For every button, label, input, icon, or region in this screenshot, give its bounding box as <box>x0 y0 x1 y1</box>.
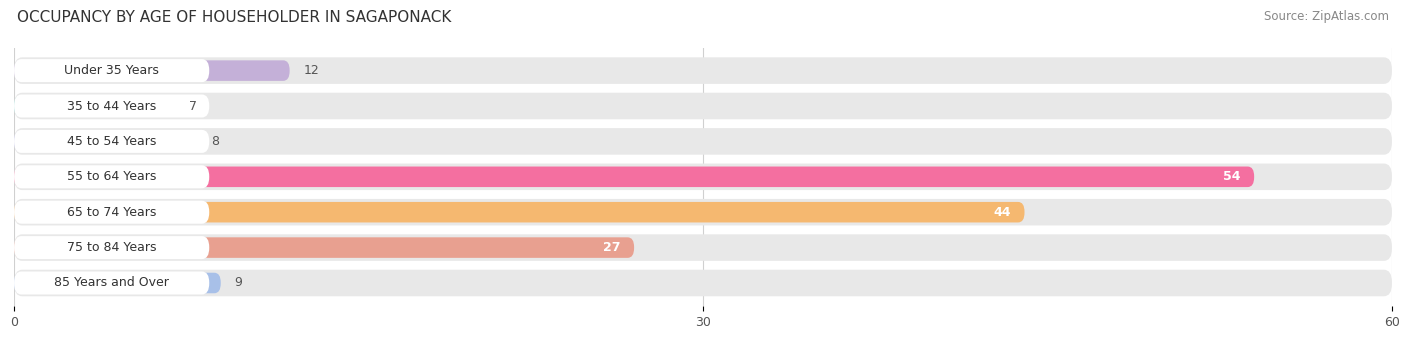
Text: Source: ZipAtlas.com: Source: ZipAtlas.com <box>1264 10 1389 23</box>
FancyBboxPatch shape <box>14 237 634 258</box>
FancyBboxPatch shape <box>14 202 1025 222</box>
Text: OCCUPANCY BY AGE OF HOUSEHOLDER IN SAGAPONACK: OCCUPANCY BY AGE OF HOUSEHOLDER IN SAGAP… <box>17 10 451 25</box>
FancyBboxPatch shape <box>14 131 198 152</box>
FancyBboxPatch shape <box>14 270 1392 296</box>
FancyBboxPatch shape <box>14 96 174 116</box>
Text: 44: 44 <box>993 206 1011 219</box>
Text: 35 to 44 Years: 35 to 44 Years <box>67 100 156 113</box>
Text: 55 to 64 Years: 55 to 64 Years <box>67 170 156 183</box>
Text: 8: 8 <box>211 135 219 148</box>
FancyBboxPatch shape <box>14 199 1392 225</box>
FancyBboxPatch shape <box>14 128 1392 155</box>
Text: 27: 27 <box>603 241 620 254</box>
FancyBboxPatch shape <box>14 95 209 118</box>
Text: Under 35 Years: Under 35 Years <box>65 64 159 77</box>
Text: 54: 54 <box>1223 170 1240 183</box>
Text: 7: 7 <box>188 100 197 113</box>
Text: 45 to 54 Years: 45 to 54 Years <box>67 135 156 148</box>
FancyBboxPatch shape <box>14 271 209 294</box>
FancyBboxPatch shape <box>14 201 209 224</box>
FancyBboxPatch shape <box>14 57 1392 84</box>
FancyBboxPatch shape <box>14 164 1392 190</box>
Text: 12: 12 <box>304 64 319 77</box>
Text: 65 to 74 Years: 65 to 74 Years <box>67 206 156 219</box>
FancyBboxPatch shape <box>14 236 209 259</box>
FancyBboxPatch shape <box>14 130 209 153</box>
FancyBboxPatch shape <box>14 60 290 81</box>
FancyBboxPatch shape <box>14 165 209 188</box>
FancyBboxPatch shape <box>14 273 221 293</box>
FancyBboxPatch shape <box>14 234 1392 261</box>
FancyBboxPatch shape <box>14 93 1392 119</box>
Text: 9: 9 <box>235 276 242 289</box>
FancyBboxPatch shape <box>14 167 1254 187</box>
Text: 85 Years and Over: 85 Years and Over <box>55 276 169 289</box>
FancyBboxPatch shape <box>14 59 209 82</box>
Text: 75 to 84 Years: 75 to 84 Years <box>67 241 156 254</box>
